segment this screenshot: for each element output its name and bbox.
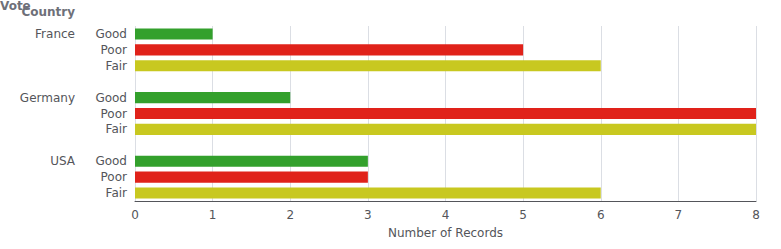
- svg-text:USA: USA: [50, 154, 76, 168]
- svg-text:8: 8: [752, 208, 760, 222]
- svg-text:2: 2: [286, 208, 294, 222]
- svg-text:Poor: Poor: [101, 107, 127, 121]
- svg-text:Good: Good: [95, 91, 127, 105]
- svg-text:1: 1: [209, 208, 217, 222]
- svg-text:0: 0: [131, 208, 139, 222]
- svg-text:Poor: Poor: [101, 43, 127, 57]
- svg-text:Country: Country: [21, 5, 75, 19]
- svg-text:7: 7: [675, 208, 683, 222]
- svg-text:Poor: Poor: [101, 170, 127, 184]
- svg-text:Fair: Fair: [106, 59, 127, 73]
- svg-text:6: 6: [597, 208, 605, 222]
- svg-text:France: France: [35, 27, 75, 41]
- svg-text:Good: Good: [95, 27, 127, 41]
- svg-text:4: 4: [442, 208, 450, 222]
- svg-text:5: 5: [519, 208, 527, 222]
- svg-text:Good: Good: [95, 154, 127, 168]
- svg-text:3: 3: [364, 208, 372, 222]
- svg-text:Fair: Fair: [106, 122, 127, 136]
- svg-text:Germany: Germany: [20, 91, 75, 105]
- svg-text:Fair: Fair: [106, 186, 127, 200]
- svg-text:Number of Records: Number of Records: [388, 226, 503, 240]
